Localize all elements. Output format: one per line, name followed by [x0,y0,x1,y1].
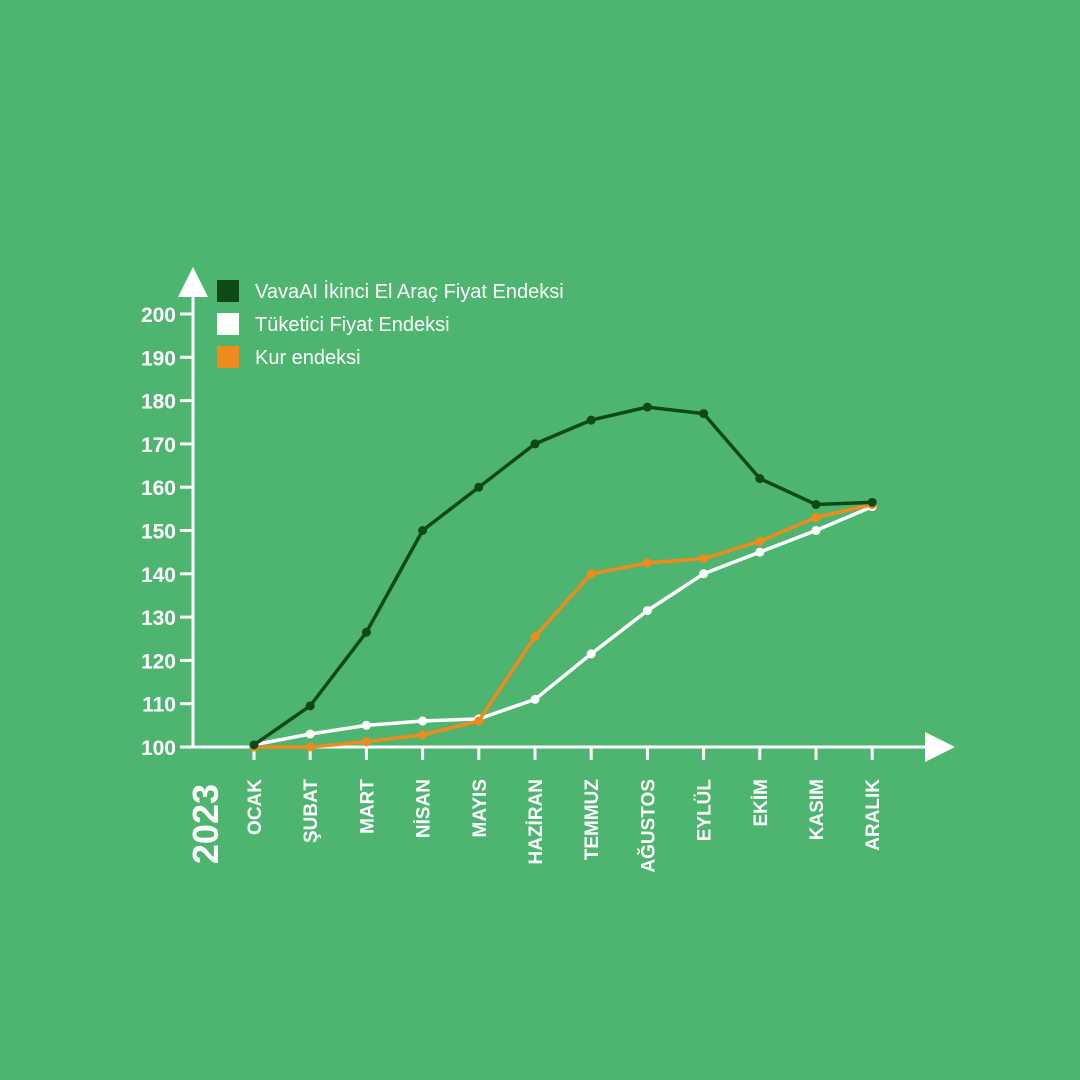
x-tick-label: HAZİRAN [526,779,547,865]
x-tick-label: TEMMUZ [582,779,603,861]
x-tick-label: ARALIK [863,779,884,851]
legend-label: VavaAI İkinci El Araç Fiyat Endeksi [255,280,564,303]
x-tick-label: OCAK [245,779,266,835]
x-tick-label: MART [357,779,378,834]
y-tick-label: 150 [141,521,176,544]
data-point [305,729,315,739]
data-point [699,569,709,579]
x-tick-label: MAYIS [470,779,491,837]
data-point [642,402,652,412]
y-tick-label: 160 [141,477,176,500]
y-tick-label: 200 [141,304,176,327]
data-point [867,497,877,507]
y-tick-label: 140 [141,564,176,587]
x-axis-labels: OCAK ŞUBAT MART NİSAN MAYIS HAZİRAN TEMMUZ AĞUS… [245,747,884,873]
series-line [252,504,874,747]
year-label: 2023 [185,784,226,864]
data-point [361,627,371,637]
data-point [361,720,371,730]
data-point [586,415,596,425]
series-line [252,405,874,747]
data-point [474,716,484,726]
data-point [699,409,709,419]
y-tick-label: 170 [141,434,176,457]
data-point [811,513,821,523]
legend-label: Tüketici Fiyat Endeksi [255,314,450,336]
data-point [586,649,596,659]
series-2 [249,500,877,752]
x-tick-label: EYLÜL [695,779,716,842]
data-point [755,547,765,557]
legend-swatch [217,313,239,335]
y-axis-ticks: 100 110 120 130 140 150 160 170 180 190 200 [141,304,193,760]
data-point [642,606,652,616]
series-line [252,502,874,749]
x-tick-label: KASIM [807,779,828,840]
x-tick-label: ŞUBAT [301,779,322,843]
series-1 [249,502,877,750]
data-point [249,740,259,750]
y-tick-label: 130 [141,607,176,630]
data-point [811,500,821,510]
data-point [586,569,596,579]
data-point [755,474,765,484]
data-point [305,742,315,752]
x-tick-label: NİSAN [414,779,435,838]
legend: VavaAI İkinci El Araç Fiyat Endeksi Tüket… [217,280,564,369]
legend-swatch [217,346,239,368]
data-point [530,439,540,449]
data-point [530,632,540,642]
x-tick-label: AĞUSTOS [637,779,659,873]
legend-label: Kur endeksi [255,347,361,369]
data-point [811,526,821,535]
y-tick-label: 190 [141,347,176,370]
series-0 [249,402,877,750]
series-layer [249,402,877,752]
legend-swatch [217,280,239,302]
data-point [530,694,540,704]
data-point [642,558,652,568]
data-point [418,730,428,740]
data-point [699,554,709,564]
data-point [418,716,428,726]
y-tick-label: 120 [141,650,176,673]
data-point [361,737,371,747]
x-tick-label: EKİM [751,779,772,827]
data-point [305,701,315,711]
y-tick-label: 180 [141,391,176,414]
data-point [755,536,765,546]
y-tick-label: 110 [142,694,176,717]
y-tick-label: 100 [141,737,176,760]
data-point [418,526,428,535]
data-point [474,482,484,492]
